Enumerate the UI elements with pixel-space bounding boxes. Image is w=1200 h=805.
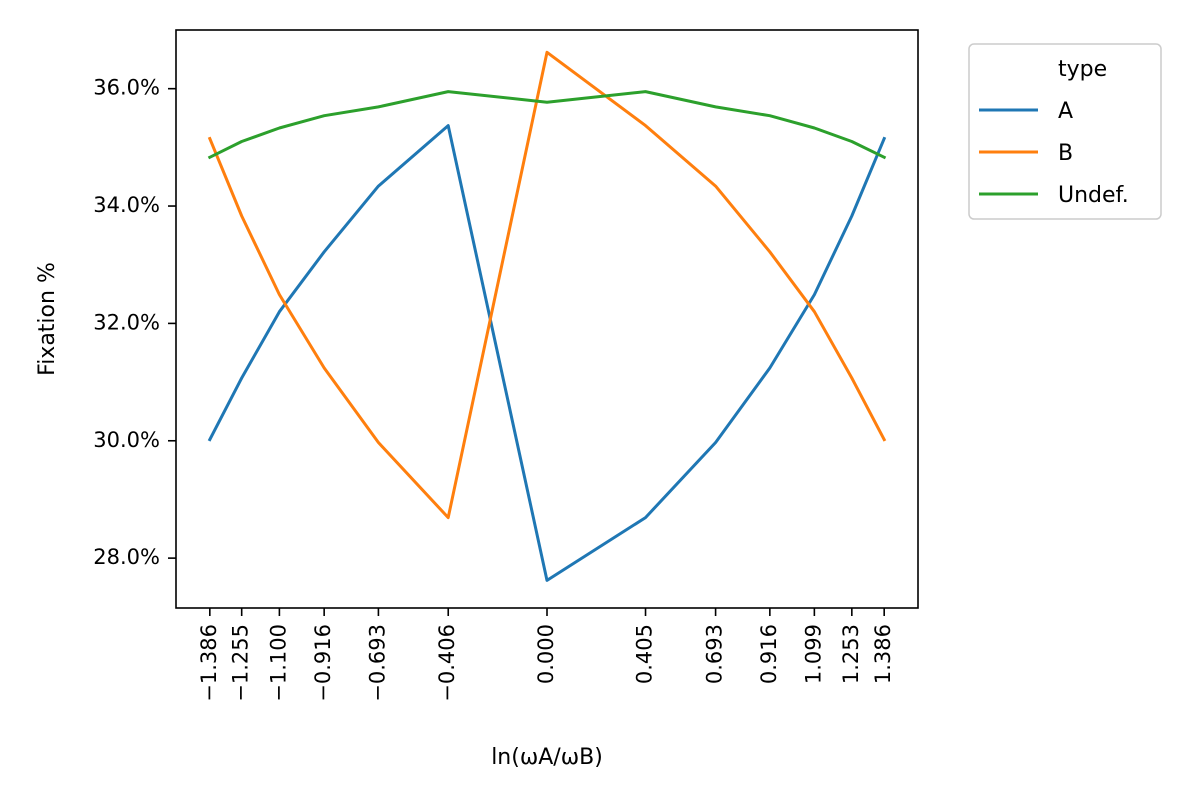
x-tick-label: −0.406	[435, 624, 459, 702]
series-layer	[207, 50, 887, 582]
x-tick-label: −1.255	[229, 624, 253, 702]
legend-label-b: B	[1058, 141, 1073, 166]
y-tick-label: 28.0%	[93, 545, 160, 569]
legend: type AB Undef.	[968, 43, 1162, 220]
plot-frame	[175, 29, 919, 609]
x-tick-label: 0.693	[703, 624, 727, 684]
x-tick-label: −1.100	[266, 624, 290, 702]
x-tick-label: 1.253	[839, 624, 863, 684]
y-tick-label: 36.0%	[93, 76, 160, 100]
x-tick-label: −0.916	[311, 624, 335, 702]
legend-label-a: A	[1058, 99, 1073, 124]
legend-box	[968, 43, 1162, 220]
y-tick-label: 32.0%	[93, 310, 160, 334]
x-tick-label: 0.405	[633, 624, 657, 684]
x-tick-label: −0.693	[365, 624, 389, 702]
series-line-a	[207, 124, 887, 582]
series-line-b	[207, 50, 887, 520]
y-axis: 28.0% 30.0% 32.0% 34.0% 36.0%	[93, 76, 176, 569]
y-axis-title: Fixation %	[35, 262, 60, 376]
x-tick-label: 1.386	[871, 624, 895, 684]
x-axis-title: ln(ωA/ωB)	[491, 745, 603, 770]
x-tick-label: 1.099	[801, 624, 825, 684]
series-line-undef	[207, 90, 887, 160]
legend-title: type	[1058, 57, 1107, 82]
x-tick-label: −1.386	[197, 624, 221, 702]
x-tick-label: 0.000	[534, 624, 558, 684]
x-tick-label: 0.916	[757, 624, 781, 684]
y-tick-label: 34.0%	[93, 193, 160, 217]
x-axis: −1.386 −1.255 −1.100 −0.916 −0.693 −0.406 0.00…	[197, 608, 895, 702]
legend-label-undef: Undef.	[1058, 183, 1129, 208]
y-tick-label: 30.0%	[93, 428, 160, 452]
